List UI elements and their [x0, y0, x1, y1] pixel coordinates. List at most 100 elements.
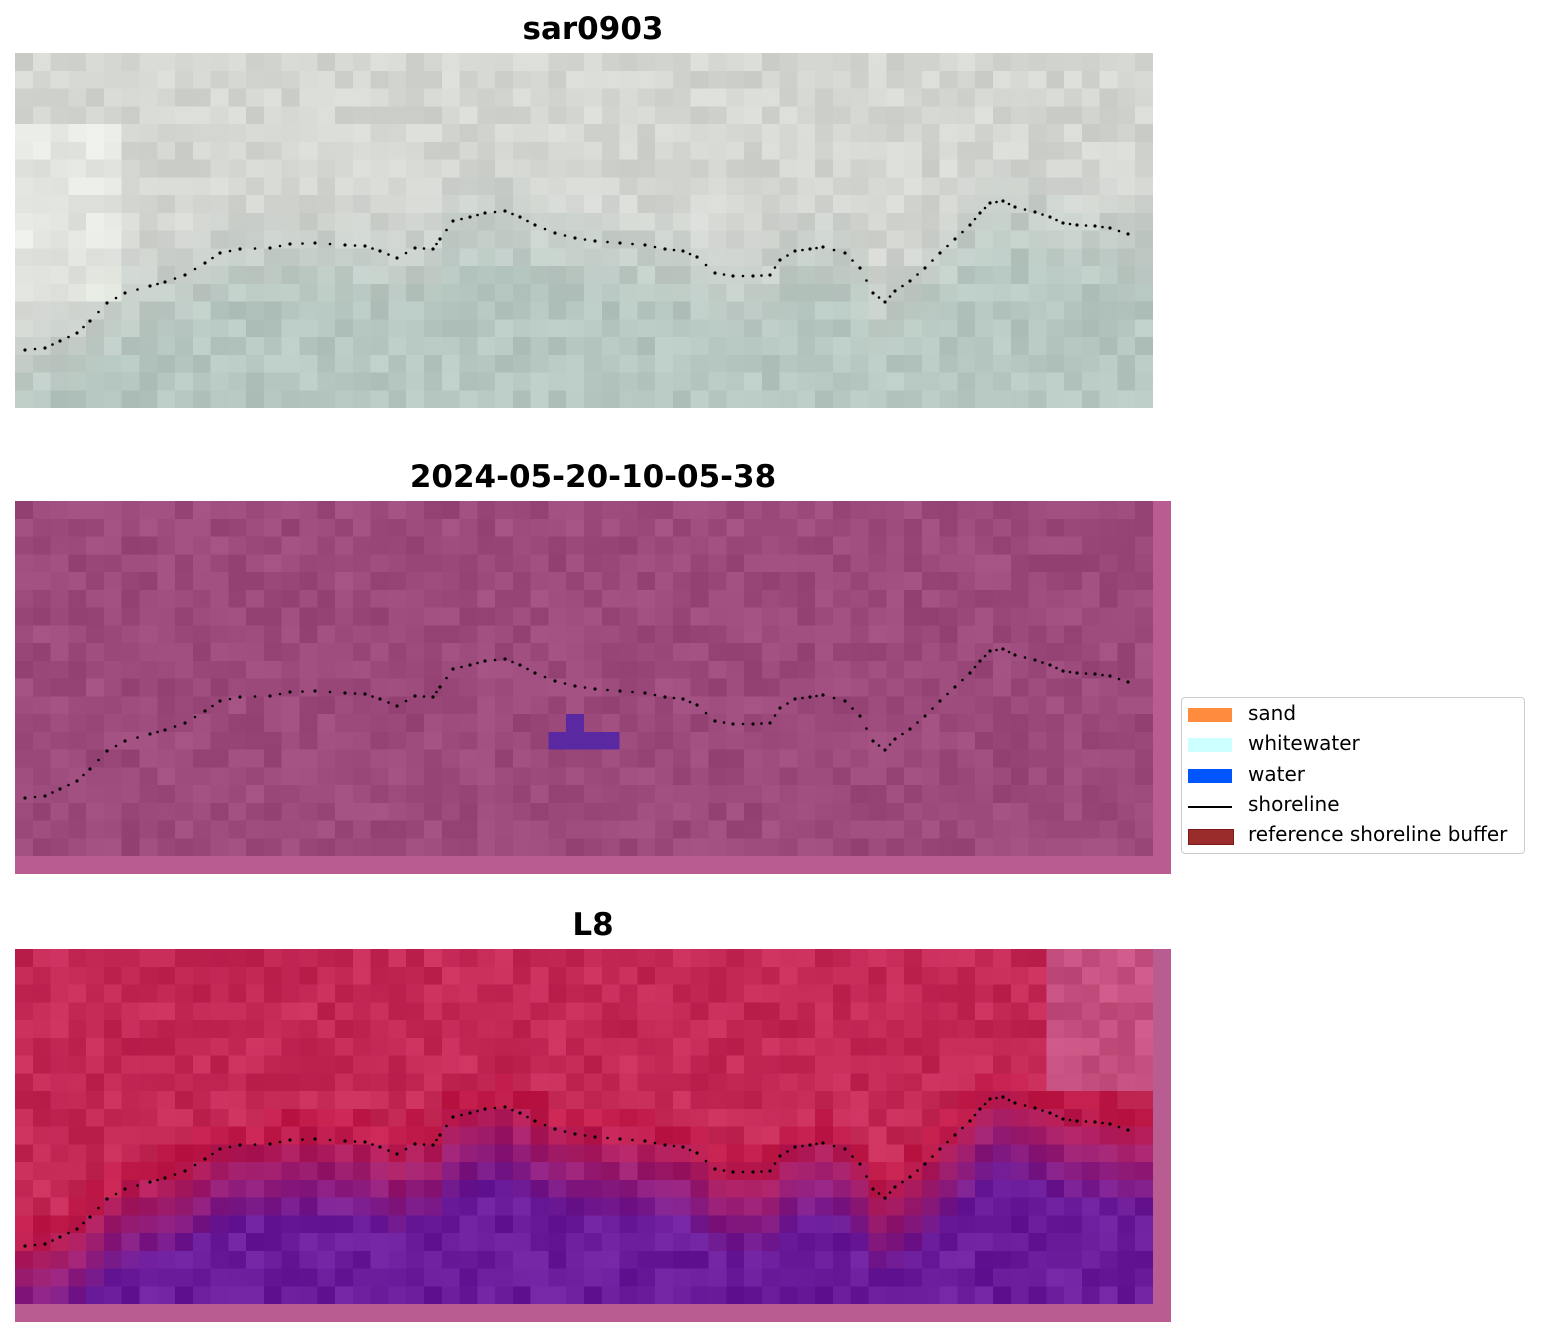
shoreline-point — [618, 1137, 622, 1141]
shoreline-point — [773, 714, 777, 717]
shoreline-point — [751, 1170, 755, 1174]
shoreline-point — [136, 1184, 139, 1187]
shoreline-point — [1093, 224, 1097, 228]
shoreline-point — [583, 686, 587, 689]
shoreline-point — [105, 749, 109, 753]
shoreline-point — [468, 663, 472, 667]
shoreline-point — [363, 244, 367, 248]
shoreline-point — [378, 1145, 382, 1149]
shoreline-point — [808, 1143, 812, 1147]
legend: sand whitewater water shoreline referenc… — [1181, 697, 1525, 854]
shoreline-point — [163, 280, 167, 284]
shoreline-point — [1033, 658, 1037, 662]
shoreline-point — [858, 266, 862, 270]
shoreline-point — [114, 744, 118, 748]
shoreline-point — [97, 310, 100, 314]
shoreline-point — [82, 1221, 85, 1225]
shoreline-point — [821, 245, 825, 249]
shoreline-point — [953, 1133, 957, 1137]
shoreline-point — [681, 697, 685, 701]
shoreline-point — [23, 796, 27, 800]
shoreline-point — [1013, 205, 1017, 209]
shoreline-point — [1075, 223, 1079, 227]
shoreline-point — [681, 1145, 685, 1149]
shoreline-point — [114, 1192, 118, 1196]
shoreline-point — [211, 1152, 214, 1156]
shoreline-point — [313, 1137, 317, 1141]
shoreline-point — [877, 1192, 881, 1195]
shoreline-point — [916, 721, 919, 724]
shoreline-point — [760, 722, 763, 725]
shoreline-point — [768, 721, 772, 725]
shoreline-point — [371, 247, 374, 250]
shoreline-point — [553, 231, 557, 235]
shoreline-point — [228, 1145, 232, 1149]
shoreline-point — [778, 258, 782, 262]
shoreline-point — [801, 248, 804, 252]
shoreline-point — [973, 217, 977, 221]
shoreline-point — [1101, 225, 1104, 229]
shoreline-point — [1068, 1118, 1072, 1122]
shoreline-point — [288, 242, 292, 246]
shoreline-point — [404, 251, 408, 255]
shoreline-point — [435, 1138, 438, 1142]
shoreline-point — [88, 319, 92, 323]
shoreline-point — [413, 1142, 417, 1146]
shoreline-point — [543, 1123, 547, 1127]
shoreline-point — [1061, 1117, 1065, 1121]
shoreline-point — [778, 1154, 782, 1158]
shoreline-point — [768, 1169, 772, 1173]
shoreline-point — [973, 665, 977, 669]
shoreline-point — [1068, 670, 1072, 674]
panel-2-shoreline — [23, 647, 1130, 800]
shoreline-point — [468, 1111, 472, 1115]
shoreline-point — [995, 1096, 998, 1100]
shoreline-point — [503, 657, 507, 661]
shoreline-point — [722, 721, 726, 724]
shoreline-point — [901, 1180, 904, 1184]
shoreline-point — [663, 247, 667, 251]
shoreline-point — [953, 685, 957, 689]
shoreline-point — [422, 1143, 426, 1146]
shoreline-point — [865, 727, 868, 730]
shoreline-point — [760, 1170, 763, 1173]
shoreline-point — [843, 251, 847, 255]
shoreline-point — [888, 743, 892, 746]
shoreline-point — [203, 261, 207, 265]
shoreline-point — [858, 1162, 862, 1166]
shoreline-point — [1084, 224, 1088, 227]
shoreline-point — [1023, 208, 1027, 211]
shoreline-point — [995, 648, 998, 652]
shoreline-point — [832, 696, 836, 700]
shoreline-point — [435, 242, 438, 246]
shoreline-point — [431, 247, 435, 251]
shoreline-point — [871, 739, 875, 743]
shoreline-point — [82, 773, 85, 777]
shoreline-point — [631, 1138, 634, 1142]
shoreline-point — [618, 689, 622, 693]
legend-item-water: water — [1188, 761, 1524, 795]
shoreline-point — [973, 1113, 977, 1117]
whitewater-swatch — [1188, 738, 1232, 753]
shoreline-point — [476, 1109, 479, 1113]
shoreline-point — [1075, 1119, 1079, 1123]
shoreline-point — [343, 243, 347, 247]
shoreline-point — [203, 709, 207, 713]
legend-label-reference-buffer: reference shoreline buffer — [1248, 822, 1508, 847]
shoreline-point — [288, 1138, 292, 1142]
shoreline-point — [193, 715, 197, 719]
shoreline-point — [218, 1147, 222, 1151]
shoreline-point — [148, 1180, 152, 1184]
shoreline-point — [1117, 1125, 1121, 1129]
shoreline-point — [43, 794, 47, 798]
legend-item-reference-buffer: reference shoreline buffer — [1188, 822, 1524, 855]
shoreline-point — [1033, 210, 1037, 214]
shoreline-point — [301, 690, 304, 693]
shoreline-point — [858, 714, 862, 718]
legend-label-water: water — [1248, 761, 1305, 786]
shoreline-point — [493, 210, 497, 214]
shoreline-point — [908, 727, 912, 731]
shoreline-point — [438, 1133, 442, 1137]
shoreline-point — [23, 1244, 27, 1248]
shoreline-point — [843, 1147, 847, 1151]
